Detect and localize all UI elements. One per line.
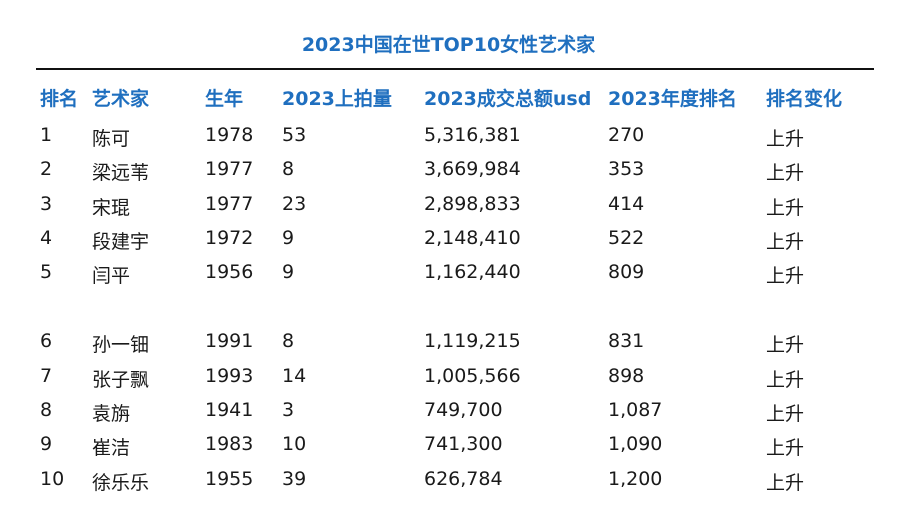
cell-artist: 段建宇 bbox=[92, 231, 150, 253]
cell-annual-rank: 831 bbox=[608, 330, 645, 352]
cell-born: 1993 bbox=[205, 365, 254, 387]
cell-change: 上升 bbox=[766, 231, 805, 253]
cell-lots: 10 bbox=[282, 433, 307, 455]
cell-change: 上升 bbox=[766, 403, 805, 425]
cell-turnover: 741,300 bbox=[424, 433, 503, 455]
cell-lots: 14 bbox=[282, 365, 307, 387]
cell-annual-rank: 522 bbox=[608, 227, 645, 249]
cell-annual-rank: 1,200 bbox=[608, 468, 663, 490]
cell-lots: 9 bbox=[282, 261, 295, 283]
cell-turnover: 2,898,833 bbox=[424, 193, 521, 215]
cell-artist: 崔洁 bbox=[92, 437, 131, 459]
cell-annual-rank: 270 bbox=[608, 124, 645, 146]
cell-lots: 9 bbox=[282, 227, 295, 249]
cell-turnover: 3,669,984 bbox=[424, 158, 521, 180]
header-rank: 排名 bbox=[40, 88, 79, 110]
cell-lots: 39 bbox=[282, 468, 307, 490]
cell-born: 1977 bbox=[205, 158, 254, 180]
table-row: 2 梁远苇 1977 8 3,669,984 353 上升 bbox=[0, 158, 897, 188]
table-title: 2023中国在世TOP10女性艺术家 bbox=[301, 34, 596, 56]
cell-rank: 9 bbox=[40, 433, 53, 455]
cell-annual-rank: 1,090 bbox=[608, 433, 663, 455]
cell-rank: 6 bbox=[40, 330, 53, 352]
cell-artist: 梁远苇 bbox=[92, 162, 150, 184]
cell-rank: 7 bbox=[40, 365, 53, 387]
cell-turnover: 749,700 bbox=[424, 399, 503, 421]
header-artist: 艺术家 bbox=[92, 88, 150, 110]
cell-artist: 闫平 bbox=[92, 265, 131, 287]
cell-lots: 3 bbox=[282, 399, 295, 421]
table-row: 6 孙一钿 1991 8 1,119,215 831 上升 bbox=[0, 330, 897, 360]
cell-turnover: 1,005,566 bbox=[424, 365, 521, 387]
header-born: 生年 bbox=[205, 88, 244, 110]
table-row: 7 张子飘 1993 14 1,005,566 898 上升 bbox=[0, 365, 897, 395]
cell-turnover: 626,784 bbox=[424, 468, 503, 490]
cell-artist: 宋琨 bbox=[92, 197, 131, 219]
header-annual-rank: 2023年度排名 bbox=[608, 88, 737, 110]
cell-turnover: 1,162,440 bbox=[424, 261, 521, 283]
cell-artist: 徐乐乐 bbox=[92, 472, 150, 494]
cell-change: 上升 bbox=[766, 334, 805, 356]
cell-born: 1955 bbox=[205, 468, 254, 490]
cell-lots: 53 bbox=[282, 124, 307, 146]
cell-born: 1991 bbox=[205, 330, 254, 352]
cell-rank: 5 bbox=[40, 261, 53, 283]
cell-rank: 10 bbox=[40, 468, 65, 490]
cell-change: 上升 bbox=[766, 437, 805, 459]
header-rule bbox=[36, 68, 874, 70]
table-row: 4 段建宇 1972 9 2,148,410 522 上升 bbox=[0, 227, 897, 257]
cell-change: 上升 bbox=[766, 265, 805, 287]
table-row: 8 袁旃 1941 3 749,700 1,087 上升 bbox=[0, 399, 897, 429]
cell-artist: 孙一钿 bbox=[92, 334, 150, 356]
cell-rank: 8 bbox=[40, 399, 53, 421]
cell-born: 1978 bbox=[205, 124, 254, 146]
cell-change: 上升 bbox=[766, 162, 805, 184]
cell-turnover: 2,148,410 bbox=[424, 227, 521, 249]
cell-change: 上升 bbox=[766, 197, 805, 219]
cell-artist: 陈可 bbox=[92, 128, 131, 150]
header-lots: 2023上拍量 bbox=[282, 88, 392, 110]
cell-annual-rank: 809 bbox=[608, 261, 645, 283]
cell-rank: 3 bbox=[40, 193, 53, 215]
cell-change: 上升 bbox=[766, 472, 805, 494]
cell-lots: 8 bbox=[282, 158, 295, 180]
table-row: 3 宋琨 1977 23 2,898,833 414 上升 bbox=[0, 193, 897, 223]
cell-rank: 2 bbox=[40, 158, 53, 180]
cell-annual-rank: 353 bbox=[608, 158, 645, 180]
cell-change: 上升 bbox=[766, 369, 805, 391]
cell-annual-rank: 1,087 bbox=[608, 399, 663, 421]
cell-artist: 袁旃 bbox=[92, 403, 131, 425]
cell-annual-rank: 898 bbox=[608, 365, 645, 387]
cell-born: 1972 bbox=[205, 227, 254, 249]
cell-born: 1977 bbox=[205, 193, 254, 215]
table-row: 10 徐乐乐 1955 39 626,784 1,200 上升 bbox=[0, 468, 897, 498]
cell-turnover: 5,316,381 bbox=[424, 124, 521, 146]
cell-lots: 23 bbox=[282, 193, 307, 215]
cell-born: 1956 bbox=[205, 261, 254, 283]
cell-rank: 4 bbox=[40, 227, 53, 249]
cell-annual-rank: 414 bbox=[608, 193, 645, 215]
table-row: 1 陈可 1978 53 5,316,381 270 上升 bbox=[0, 124, 897, 154]
cell-born: 1941 bbox=[205, 399, 254, 421]
cell-born: 1983 bbox=[205, 433, 254, 455]
cell-lots: 8 bbox=[282, 330, 295, 352]
cell-rank: 1 bbox=[40, 124, 53, 146]
table-row: 5 闫平 1956 9 1,162,440 809 上升 bbox=[0, 261, 897, 291]
cell-change: 上升 bbox=[766, 128, 805, 150]
cell-turnover: 1,119,215 bbox=[424, 330, 521, 352]
header-change: 排名变化 bbox=[766, 88, 843, 110]
table-row: 9 崔洁 1983 10 741,300 1,090 上升 bbox=[0, 433, 897, 463]
cell-artist: 张子飘 bbox=[92, 369, 150, 391]
header-turnover: 2023成交总额usd bbox=[424, 88, 592, 110]
